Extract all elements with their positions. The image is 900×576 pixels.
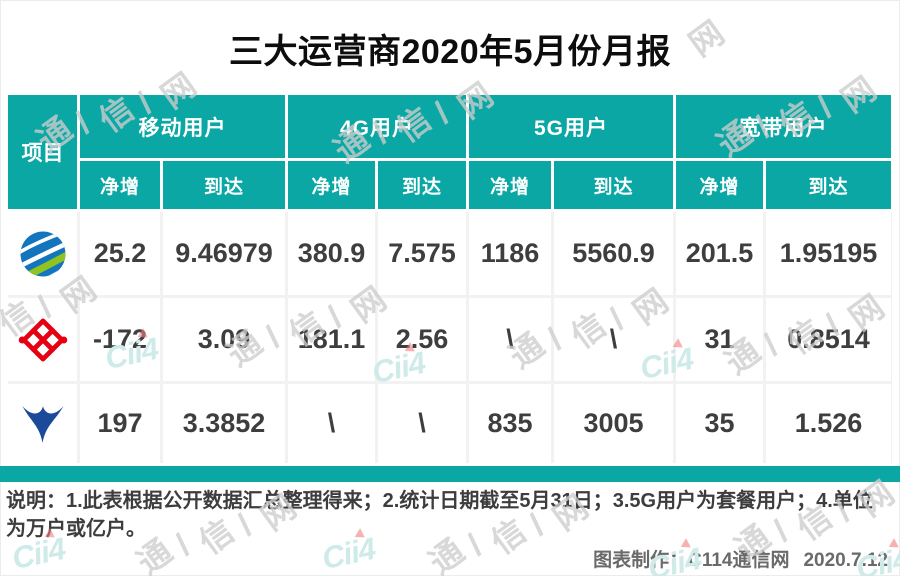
column-group-4g-users: 4G用户 xyxy=(288,95,466,158)
table-cell: -172 xyxy=(80,298,160,381)
page-title: 三大运营商2020年5月份月报 xyxy=(228,33,672,71)
table-body: 25.2 9.46979 380.9 7.575 1186 5560.9 201… xyxy=(8,212,892,463)
table-cell: 835 xyxy=(469,384,551,463)
teal-divider-band xyxy=(0,466,900,482)
subheader-4g-net-add: 净增 xyxy=(288,161,375,209)
credit-label: 图表制作：C114通信网 xyxy=(593,550,790,571)
subheader-broadband-net-add: 净增 xyxy=(676,161,763,209)
table-cell: 9.46979 xyxy=(163,212,285,295)
table-cell: 35 xyxy=(676,384,763,463)
column-group-5g-users: 5G用户 xyxy=(469,95,673,158)
table-cell: 3.09 xyxy=(163,298,285,381)
table-cell: 3.3852 xyxy=(163,384,285,463)
table-cell: 31 xyxy=(676,298,763,381)
china-mobile-logo xyxy=(8,212,77,295)
china-telecom-logo xyxy=(8,384,77,463)
china-unicom-logo xyxy=(8,298,77,381)
table-cell: 25.2 xyxy=(80,212,160,295)
table-cell: 1.95195 xyxy=(766,212,891,295)
table-cell: 2.56 xyxy=(378,298,466,381)
china-telecom-logo-icon xyxy=(21,405,64,443)
table-cell: 181.1 xyxy=(288,298,375,381)
subheader-mobile-total: 到达 xyxy=(163,161,285,209)
table-cell: 1186 xyxy=(469,212,551,295)
subheader-4g-total: 到达 xyxy=(378,161,466,209)
table-cell: 5560.9 xyxy=(554,212,673,295)
table-cell: 7.575 xyxy=(378,212,466,295)
column-group-mobile-users: 移动用户 xyxy=(80,95,285,158)
table-cell: 1.526 xyxy=(766,384,891,463)
subheader-mobile-net-add: 净增 xyxy=(80,161,160,209)
table-cell: 201.5 xyxy=(676,212,763,295)
china-unicom-logo-icon xyxy=(18,318,67,361)
credit-line: 图表制作：C114通信网 2020.7.12 xyxy=(0,545,900,572)
subheader-5g-net-add: 净增 xyxy=(469,161,551,209)
corner-header-cell: 项目 xyxy=(8,95,77,209)
table-cell: 380.9 xyxy=(288,212,375,295)
operators-table: 项目 移动用户 4G用户 5G用户 宽带用户 净增 到达 净增 到达 净增 到达… xyxy=(8,95,892,463)
subheader-broadband-total: 到达 xyxy=(766,161,891,209)
credit-date: 2020.7.12 xyxy=(803,550,888,571)
china-mobile-logo-icon xyxy=(20,231,65,276)
table-cell: \ xyxy=(554,298,673,381)
table-cell: \ xyxy=(288,384,375,463)
table-cell: 0.8514 xyxy=(766,298,891,381)
table-cell: \ xyxy=(378,384,466,463)
table-cell: 197 xyxy=(80,384,160,463)
table-cell: \ xyxy=(469,298,551,381)
table-cell: 3005 xyxy=(554,384,673,463)
subheader-5g-total: 到达 xyxy=(554,161,673,209)
column-group-broadband-users: 宽带用户 xyxy=(676,95,891,158)
table-header: 项目 移动用户 4G用户 5G用户 宽带用户 净增 到达 净增 到达 净增 到达… xyxy=(8,95,892,209)
footnote: 说明：1.此表根据公开数据汇总整理得来；2.统计日期截至5月31日；3.5G用户… xyxy=(6,490,873,540)
